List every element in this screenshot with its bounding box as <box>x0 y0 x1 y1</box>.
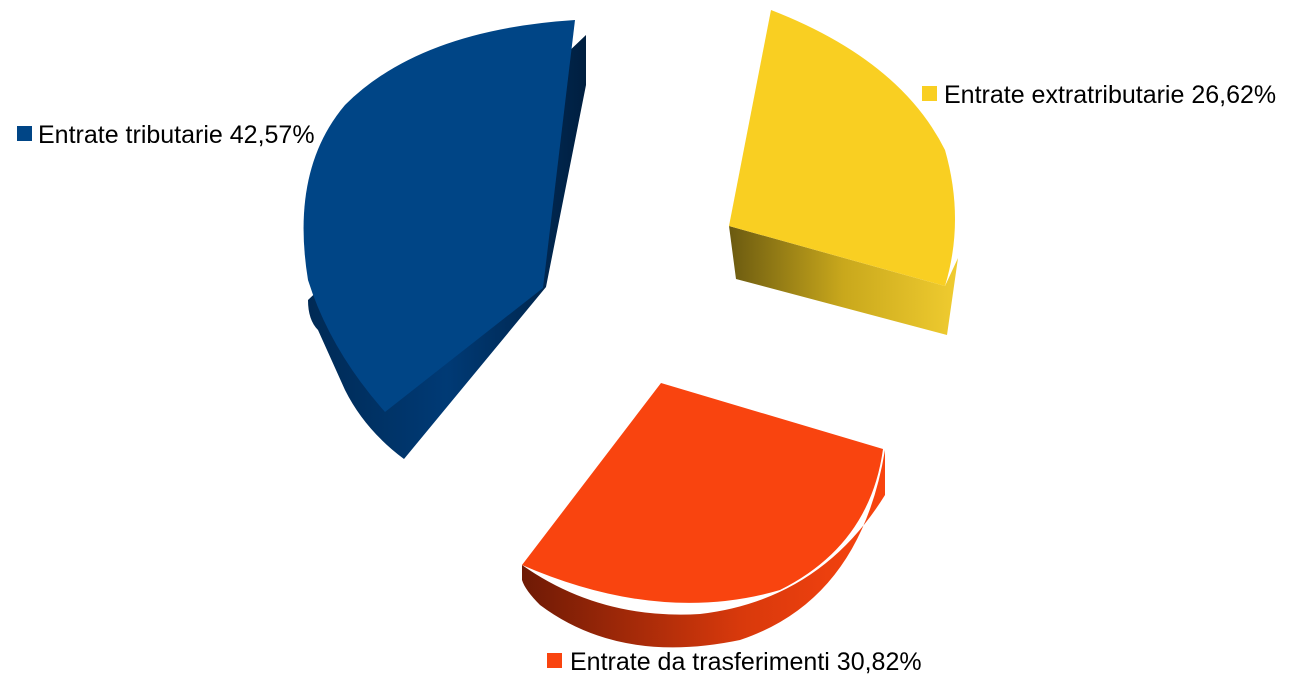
slice-side-entrate-da-trasferimenti <box>522 450 885 648</box>
label-text-entrate-tributarie: Entrate tributarie 42,57% <box>38 121 315 149</box>
label-text-entrate-da-trasferimenti: Entrate da trasferimenti 30,82% <box>570 648 922 676</box>
label-text-entrate-extratributarie: Entrate extratributarie 26,62% <box>944 81 1276 109</box>
slice-entrate-da-trasferimenti <box>522 383 885 648</box>
data-label-entrate-tributarie: Entrate tributarie 42,57% <box>17 121 315 149</box>
slice-entrate-tributarie <box>303 20 586 459</box>
slice-top-entrate-da-trasferimenti <box>522 383 883 603</box>
label-swatch-entrate-extratributarie <box>922 86 937 101</box>
label-swatch-entrate-da-trasferimenti <box>547 653 562 668</box>
slice-top-entrate-extratributarie <box>729 10 955 286</box>
slice-top-entrate-tributarie <box>303 20 575 412</box>
data-label-entrate-da-trasferimenti: Entrate da trasferimenti 30,82% <box>547 648 922 676</box>
slice-side-entrate-extratributarie <box>729 226 958 335</box>
data-label-entrate-extratributarie: Entrate extratributarie 26,62% <box>922 81 1276 109</box>
label-swatch-entrate-tributarie <box>17 126 32 141</box>
slice-entrate-extratributarie <box>729 10 958 335</box>
